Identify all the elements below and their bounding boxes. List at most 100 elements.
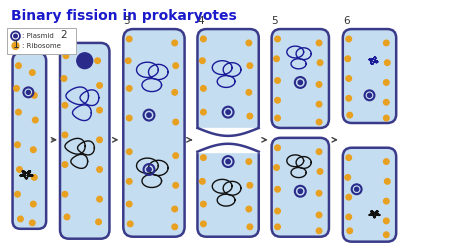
FancyBboxPatch shape	[343, 29, 396, 123]
Circle shape	[14, 86, 19, 91]
Circle shape	[97, 83, 102, 88]
Circle shape	[200, 179, 205, 184]
Circle shape	[247, 113, 253, 119]
Circle shape	[298, 80, 302, 85]
Circle shape	[247, 183, 253, 188]
Circle shape	[275, 115, 280, 121]
Circle shape	[275, 145, 280, 151]
Circle shape	[347, 112, 353, 118]
Circle shape	[275, 78, 280, 83]
Circle shape	[384, 179, 390, 184]
Circle shape	[173, 63, 179, 68]
Circle shape	[30, 147, 36, 153]
Circle shape	[95, 58, 100, 63]
Circle shape	[275, 97, 280, 103]
Circle shape	[383, 40, 389, 46]
Circle shape	[345, 175, 350, 180]
Circle shape	[384, 60, 390, 65]
Circle shape	[346, 95, 352, 101]
Circle shape	[383, 115, 389, 121]
Circle shape	[16, 63, 21, 68]
Circle shape	[32, 175, 37, 180]
Circle shape	[383, 80, 389, 85]
Circle shape	[201, 109, 206, 115]
Text: 4: 4	[198, 16, 204, 26]
Circle shape	[63, 53, 69, 59]
Circle shape	[127, 86, 132, 91]
Circle shape	[275, 186, 280, 192]
Circle shape	[274, 165, 279, 170]
Circle shape	[316, 228, 322, 234]
Circle shape	[346, 36, 352, 42]
Circle shape	[383, 198, 389, 204]
Circle shape	[15, 142, 20, 148]
Text: Binary fission in prokaryotes: Binary fission in prokaryotes	[10, 9, 237, 23]
FancyBboxPatch shape	[272, 138, 329, 237]
Circle shape	[275, 208, 280, 214]
Circle shape	[346, 155, 352, 160]
FancyBboxPatch shape	[123, 29, 184, 237]
Circle shape	[126, 58, 131, 63]
Circle shape	[201, 221, 206, 227]
Circle shape	[173, 119, 179, 125]
Circle shape	[62, 191, 68, 197]
Circle shape	[30, 201, 36, 207]
Circle shape	[97, 167, 102, 172]
Text: : Plasmid: : Plasmid	[22, 33, 54, 39]
Circle shape	[316, 190, 322, 196]
Circle shape	[274, 56, 279, 62]
Circle shape	[16, 109, 21, 115]
FancyBboxPatch shape	[12, 53, 46, 229]
Circle shape	[246, 206, 252, 212]
Circle shape	[246, 90, 252, 95]
Circle shape	[316, 82, 322, 87]
Text: : Ribosome: : Ribosome	[22, 43, 61, 49]
Circle shape	[316, 149, 322, 155]
Circle shape	[346, 214, 352, 220]
Circle shape	[247, 224, 253, 230]
Circle shape	[275, 36, 280, 42]
Circle shape	[200, 58, 205, 63]
Text: 2: 2	[60, 30, 67, 40]
Circle shape	[226, 159, 230, 164]
Circle shape	[347, 228, 353, 234]
Circle shape	[29, 70, 35, 75]
Circle shape	[29, 220, 35, 226]
Circle shape	[316, 40, 322, 46]
Circle shape	[383, 218, 389, 224]
Circle shape	[62, 162, 68, 167]
Text: 6: 6	[343, 16, 349, 26]
Circle shape	[18, 216, 23, 222]
Circle shape	[14, 34, 17, 38]
Circle shape	[97, 196, 102, 202]
Circle shape	[97, 137, 102, 143]
FancyBboxPatch shape	[198, 29, 259, 134]
Circle shape	[172, 90, 177, 95]
Circle shape	[96, 219, 101, 225]
Circle shape	[173, 183, 179, 188]
Circle shape	[201, 155, 206, 160]
Circle shape	[127, 201, 132, 207]
Circle shape	[147, 113, 151, 117]
Circle shape	[247, 63, 253, 68]
Circle shape	[355, 187, 359, 191]
FancyBboxPatch shape	[343, 148, 396, 242]
Circle shape	[128, 221, 133, 227]
Text: 3: 3	[123, 16, 130, 26]
Circle shape	[383, 99, 389, 105]
Circle shape	[127, 149, 132, 155]
Circle shape	[383, 232, 389, 238]
Circle shape	[172, 224, 177, 230]
Circle shape	[61, 76, 67, 81]
Circle shape	[127, 115, 132, 121]
Circle shape	[27, 90, 30, 94]
Circle shape	[316, 212, 322, 218]
Circle shape	[127, 179, 132, 184]
Circle shape	[62, 132, 68, 138]
FancyBboxPatch shape	[272, 29, 329, 128]
Circle shape	[346, 76, 352, 81]
Circle shape	[147, 167, 151, 172]
Circle shape	[172, 40, 177, 46]
Text: 1: 1	[12, 40, 19, 50]
Circle shape	[345, 56, 350, 62]
